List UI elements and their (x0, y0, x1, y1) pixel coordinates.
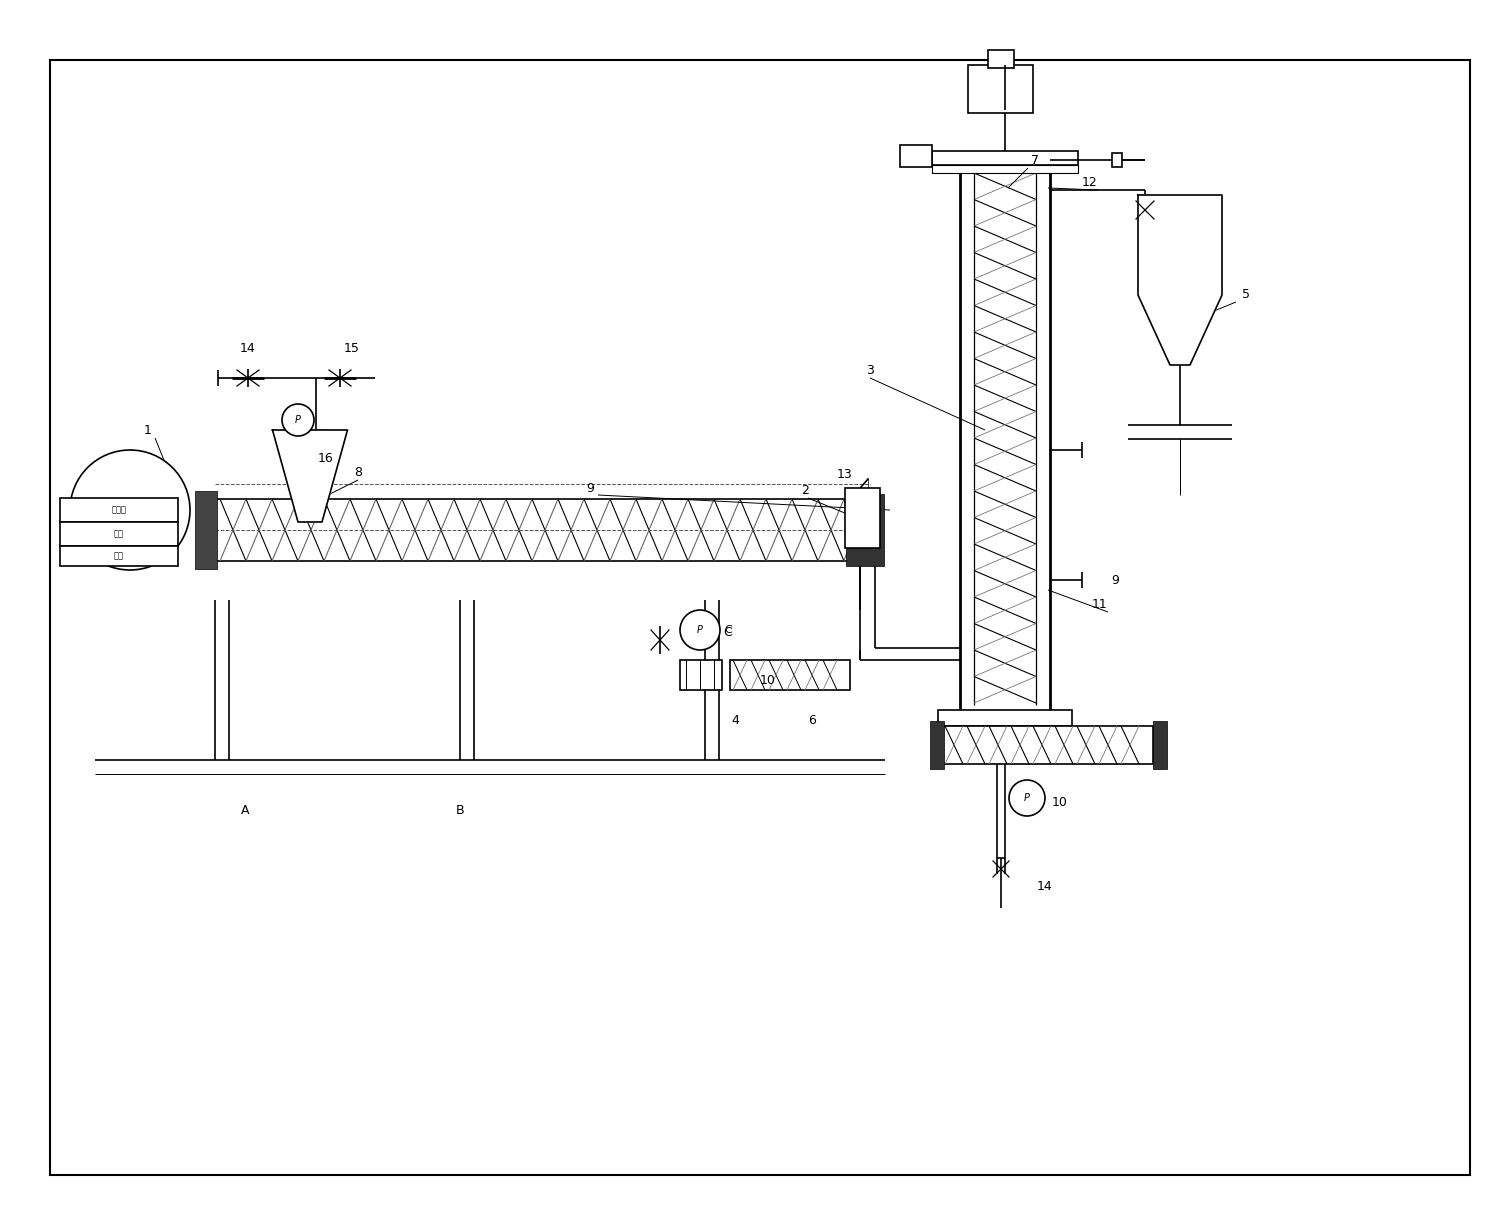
Text: C: C (725, 625, 732, 635)
Text: 14: 14 (1038, 879, 1053, 893)
Polygon shape (273, 430, 347, 522)
Bar (938, 710, 1072, 726)
Text: P: P (1024, 792, 1030, 803)
Circle shape (70, 451, 189, 570)
Bar (942, 726, 1153, 763)
Text: 5: 5 (1242, 289, 1249, 302)
Bar (901, 145, 932, 167)
Text: 7: 7 (1030, 153, 1039, 167)
Bar (60, 522, 177, 546)
Text: 13: 13 (836, 469, 853, 482)
Bar (1153, 721, 1167, 769)
Text: 9: 9 (586, 482, 593, 494)
Text: A: A (240, 803, 249, 817)
Text: 6: 6 (808, 714, 816, 726)
Bar (215, 499, 871, 561)
Text: 4: 4 (731, 714, 740, 726)
Bar (1112, 153, 1123, 167)
Text: 12: 12 (1082, 175, 1097, 188)
Text: P: P (295, 416, 301, 425)
Text: 进料: 进料 (113, 552, 124, 561)
Text: 电机: 电机 (113, 529, 124, 539)
Text: 8: 8 (353, 465, 362, 478)
Text: 变频器: 变频器 (112, 505, 127, 515)
Bar (932, 165, 1078, 173)
Text: 10: 10 (1053, 796, 1068, 809)
Text: B: B (456, 803, 464, 817)
Text: 14: 14 (240, 342, 256, 354)
Text: 2: 2 (801, 483, 810, 496)
Bar (968, 65, 1033, 114)
Bar (60, 498, 177, 522)
Bar (845, 494, 884, 567)
Text: C: C (723, 626, 732, 639)
Bar (731, 660, 850, 690)
Bar (680, 660, 722, 690)
Circle shape (1009, 780, 1045, 815)
Polygon shape (1138, 194, 1223, 365)
Text: 9: 9 (1111, 574, 1118, 587)
Bar (60, 546, 177, 567)
Bar (989, 50, 1014, 68)
Text: 11: 11 (1091, 598, 1108, 611)
Text: 3: 3 (866, 364, 874, 377)
Text: 16: 16 (318, 452, 334, 465)
Text: 10: 10 (760, 674, 775, 686)
Text: 15: 15 (344, 342, 359, 354)
Circle shape (124, 504, 136, 516)
Circle shape (680, 610, 720, 650)
Text: 1: 1 (145, 424, 152, 436)
Bar (930, 721, 944, 769)
Bar (845, 488, 880, 548)
Text: P: P (698, 625, 702, 635)
Bar (195, 490, 218, 569)
Circle shape (282, 403, 315, 436)
Bar (932, 151, 1078, 165)
